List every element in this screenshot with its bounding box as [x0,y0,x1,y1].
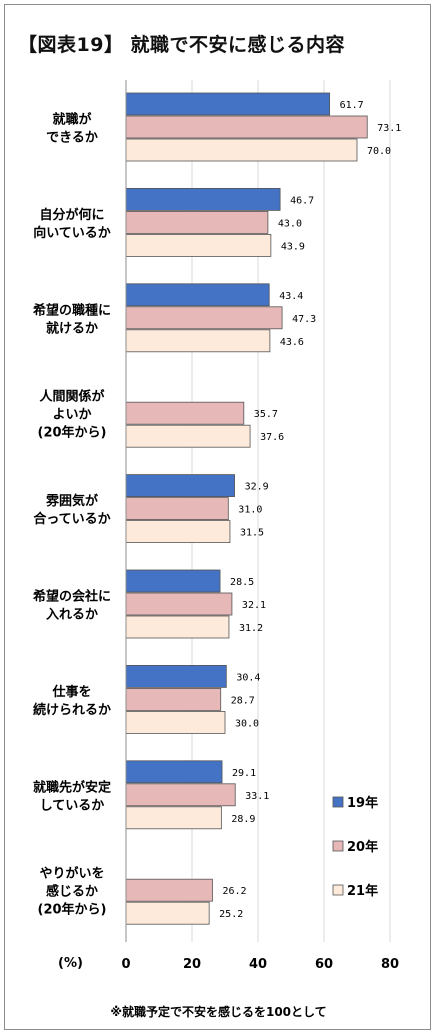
data-label-20年-3: 35.7 [254,409,278,420]
data-label-20年-8: 26.2 [222,886,246,897]
data-label-21年-3: 37.6 [260,432,284,443]
bar-21年-5 [125,615,230,639]
category-label-line: (20年から) [38,902,107,918]
data-label-19年-2: 43.4 [279,291,303,302]
bar-21年-4 [125,520,231,543]
data-label-21年-5: 31.2 [239,623,263,634]
bar-20年-3 [125,401,245,425]
bar-19年-0 [125,92,331,116]
category-label-line: 希望の会社に [33,589,111,605]
bar-21年-0 [125,138,358,162]
x-tick-label-60: 60 [315,957,333,972]
category-label-5: 希望の会社に入れるか [33,589,111,623]
bar-19年-5 [125,569,221,593]
data-label-19年-1: 46.7 [290,195,314,206]
data-label-20年-6: 28.7 [231,695,255,706]
legend-label-21年: 21年 [347,883,378,899]
category-label-line: 就職先が安定 [33,779,111,795]
legend-label-19年: 19年 [347,795,378,811]
bar-21年-8 [125,901,210,925]
category-label-0: 就職ができるか [46,112,98,146]
data-label-19年-5: 28.5 [230,577,254,588]
category-label-2: 希望の職種に就けるか [33,302,111,336]
data-label-21年-2: 43.6 [280,337,304,348]
bar-20年-6 [125,688,222,711]
bar-21年-6 [125,711,226,734]
legend-swatch-19年 [332,796,344,808]
data-label-21年-7: 28.9 [231,814,255,825]
category-label-line: 就けるか [46,320,98,336]
category-label-line: 雰囲気が [46,493,98,509]
category-label-3: 人間関係がよいか (20年から) [38,389,107,441]
category-label-line: 自分が何に [39,207,104,223]
category-label-line: しているか [40,798,105,813]
category-label-line: 仕事を [51,684,91,700]
bar-19年-4 [125,474,235,498]
bar-20年-8 [125,878,213,902]
category-label-7: 就職先が安定しているか [33,779,111,813]
bar-20年-1 [125,210,269,234]
legend-swatch-21年 [332,884,344,896]
bar-19年-1 [125,187,281,211]
bar-19年-2 [125,283,270,307]
data-label-20年-7: 33.1 [245,791,269,802]
data-label-19年-4: 32.9 [245,482,269,493]
data-label-21年-4: 31.5 [240,528,264,539]
category-label-line: 希望の職種に [33,302,111,318]
category-label-line: 向いているか [33,225,111,241]
chart-title: 【図表19】 就職で不安に感じる内容 [18,34,346,56]
bar-21年-7 [125,806,222,830]
bar-21年-3 [125,424,251,448]
category-label-line: 感じるか [46,884,98,900]
bar-20年-7 [125,783,236,807]
category-label-line: 人間関係が [39,389,104,405]
category-label-8: やりがいを感じるか (20年から) [38,866,107,918]
x-tick-label-80: 80 [381,957,399,972]
bar-19年-7 [125,760,223,784]
data-label-20年-1: 43.0 [278,218,302,229]
data-label-20年-4: 31.0 [238,505,262,516]
bar-20年-0 [125,115,368,139]
category-label-line: 入れるか [46,608,98,623]
category-label-1: 自分が何に向いているか [33,207,111,241]
chart-footnote: ※就職予定で不安を感じるを100として [110,1005,327,1019]
category-label-line: 続けられるか [33,702,111,718]
bar-20年-4 [125,497,229,521]
data-label-19年-7: 29.1 [232,768,256,779]
category-label-line: (20年から) [38,425,107,441]
bar-21年-1 [125,233,272,257]
bar-19年-6 [125,665,227,688]
data-label-19年-6: 30.4 [236,672,260,683]
data-label-21年-1: 43.9 [281,241,305,252]
category-label-6: 仕事を続けられるか [33,684,111,718]
category-label-line: 就職が [52,112,91,128]
data-label-21年-6: 30.0 [235,718,259,729]
x-tick-label-0: 0 [121,957,130,972]
bar-20年-2 [125,306,283,330]
category-label-line: できるか [46,131,98,146]
data-label-20年-5: 32.1 [242,600,266,611]
data-label-21年-0: 70.0 [367,146,391,157]
x-tick-label-40: 40 [249,957,267,972]
data-label-20年-2: 47.3 [292,314,316,325]
data-label-20年-0: 73.1 [377,123,401,134]
legend-swatch-20年 [332,840,344,852]
category-label-4: 雰囲気が合っているか [33,493,110,527]
bar-21年-2 [125,329,271,353]
bar-20年-5 [125,592,233,616]
data-label-19年-0: 61.7 [340,100,364,111]
category-label-line: よいか [52,408,91,423]
x-tick-label-20: 20 [183,957,201,972]
legend-label-20年: 20年 [347,839,378,855]
category-label-line: 合っているか [33,511,110,527]
data-label-21年-8: 25.2 [219,909,243,920]
category-label-line: やりがいを [39,866,104,882]
x-axis-unit: (%) [58,956,83,971]
